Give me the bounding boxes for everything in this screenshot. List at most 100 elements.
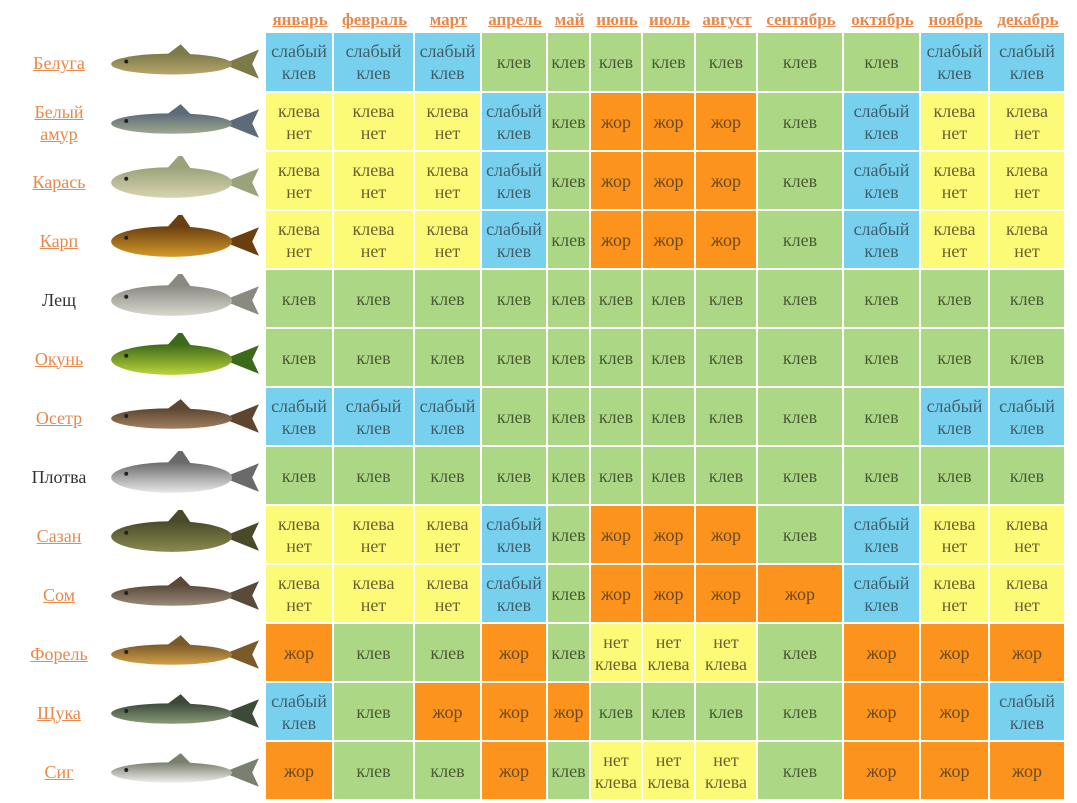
bite-cell: клев [548, 447, 591, 506]
bite-cell-text: жор [284, 642, 314, 663]
bite-cell: нет клева [696, 742, 758, 801]
bite-cell-text: клева нет [426, 572, 469, 615]
bite-cell: клев [548, 93, 591, 152]
fish-name-link[interactable]: Щука [37, 702, 81, 723]
bite-cell-text: клев [782, 288, 818, 309]
bite-cell-text: слабый клев [853, 572, 910, 615]
bite-cell-text: клев [598, 406, 634, 427]
bite-cell-text: жор [601, 524, 631, 545]
bite-cell: клев [415, 270, 482, 329]
bite-cell: слабый клев [844, 93, 921, 152]
bite-cell: слабый клев [482, 152, 548, 211]
bite-cell-text: клева нет [933, 513, 976, 556]
fish-name-link[interactable]: Сом [42, 584, 76, 605]
month-header-link[interactable]: январь [272, 10, 328, 29]
grass-carp-fish-icon [96, 97, 264, 148]
month-header-link[interactable]: декабрь [997, 10, 1059, 29]
bite-cell: жор [591, 211, 643, 270]
bite-cell-text: жор [653, 111, 684, 132]
bite-cell: слабый клев [921, 388, 990, 447]
fish-name-link[interactable]: Белый амур [34, 101, 84, 144]
bite-cell: жор [696, 565, 758, 624]
bite-cell: клев [591, 388, 643, 447]
bite-cell: клев [844, 33, 921, 93]
month-header-link[interactable]: октябрь [851, 10, 914, 29]
bite-cell: нет клева [643, 624, 696, 683]
bite-cell-text: клев [598, 465, 634, 486]
bite-cell: клев [643, 447, 696, 506]
bite-cell-text: слабый клев [999, 41, 1055, 83]
bite-cell-text: жор [939, 701, 970, 722]
bite-cell-text: клев [782, 111, 818, 132]
bite-cell: клев [696, 447, 758, 506]
bite-cell-text: клев [551, 288, 586, 309]
bite-cell: клев [591, 329, 643, 388]
sturgeon-fish-icon [96, 392, 264, 443]
bite-cell-text: жор [499, 701, 529, 722]
bite-cell-text: нет клева [647, 749, 690, 792]
bite-cell-text: клева нет [278, 218, 320, 261]
bite-cell: клев [758, 93, 844, 152]
bite-cell-text: жор [432, 701, 463, 722]
bite-cell-text: клев [651, 701, 686, 722]
month-header-link[interactable]: июль [649, 10, 690, 29]
month-header-link[interactable]: март [429, 10, 468, 29]
bite-cell-text: клев [708, 347, 744, 368]
bite-cell: клева нет [415, 506, 482, 565]
fish-name-link[interactable]: Осетр [35, 407, 83, 428]
bite-cell: клев [548, 33, 591, 93]
bite-cell-text: слабый клев [853, 159, 910, 202]
bite-cell-text: слабый клев [345, 395, 402, 438]
month-header-link[interactable]: май [554, 10, 585, 29]
trout-fish-icon [96, 628, 264, 679]
bite-cell-text: клев [551, 465, 586, 486]
bite-cell: клев [548, 742, 591, 801]
bite-cell-text: клев [281, 347, 317, 368]
fish-name-link[interactable]: Сиг [44, 761, 74, 782]
bite-cell-text: слабый клев [926, 41, 983, 83]
bite-cell: жор [844, 624, 921, 683]
bite-cell: слабый клев [921, 33, 990, 93]
bite-cell: клев [482, 388, 548, 447]
bite-cell: клева нет [334, 506, 415, 565]
fish-name-link[interactable]: Сазан [36, 525, 82, 546]
month-header-link[interactable]: апрель [488, 10, 542, 29]
fish-name-link[interactable]: Белуга [33, 53, 85, 73]
bite-cell: нет клева [591, 742, 643, 801]
bite-cell: клев [415, 742, 482, 801]
bite-cell: нет клева [696, 624, 758, 683]
bite-cell-text: клев [782, 465, 818, 486]
bite-cell: клев [643, 329, 696, 388]
bite-cell-text: слабый клев [345, 41, 402, 83]
bite-cell-text: клев [356, 288, 391, 309]
bite-cell-text: жор [653, 524, 684, 545]
bite-cell-text: жор [653, 229, 684, 250]
bite-cell-text: клев [782, 170, 818, 191]
bite-cell-text: жор [601, 111, 631, 132]
fish-name-link[interactable]: Карп [39, 230, 79, 251]
bite-cell: клева нет [990, 93, 1066, 152]
bite-cell: жор [758, 565, 844, 624]
fish-name-label: Лещ [42, 289, 76, 310]
bite-cell: клев [591, 447, 643, 506]
bite-cell: клев [548, 329, 591, 388]
whitefish-fish-icon [96, 746, 264, 797]
month-header-link[interactable]: ноябрь [928, 10, 983, 29]
month-header-link[interactable]: февраль [341, 10, 408, 29]
bite-cell-text: слабый клев [853, 513, 910, 556]
bite-cell: клев [482, 447, 548, 506]
bite-cell-text: клева нет [352, 513, 395, 556]
month-header-link[interactable]: сентябрь [766, 10, 836, 29]
fish-name-link[interactable]: Форель [30, 643, 88, 664]
bite-cell-text: клев [708, 52, 744, 72]
month-header-link[interactable]: август [702, 10, 752, 29]
month-header-link[interactable]: июнь [596, 10, 638, 29]
bite-cell-text: жор [866, 701, 897, 722]
bite-cell-text: клев [708, 465, 744, 486]
fish-name-link[interactable]: Карась [32, 171, 86, 192]
fish-name-link[interactable]: Окунь [34, 348, 84, 369]
bite-cell-text: клев [708, 406, 744, 427]
bite-cell-text: клев [551, 170, 586, 191]
bite-cell: слабый клев [334, 33, 415, 93]
bite-cell-text: нет клева [595, 749, 637, 792]
